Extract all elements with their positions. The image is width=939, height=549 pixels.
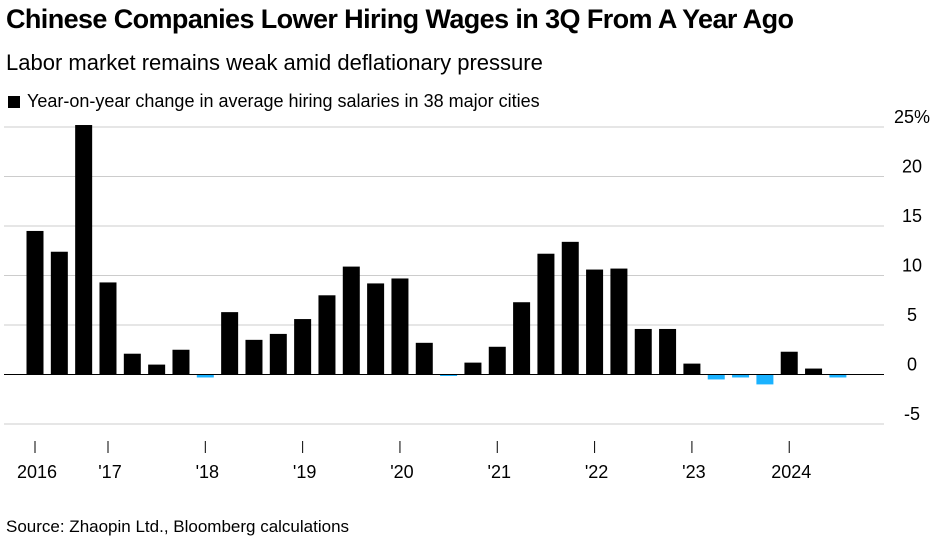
- y-tick-label: 0: [907, 355, 917, 375]
- bar: [464, 362, 482, 375]
- y-tick-label: 10: [902, 256, 922, 276]
- bar: [440, 374, 458, 376]
- x-tick-label: '22: [585, 462, 608, 482]
- bar: [683, 363, 701, 375]
- bar: [318, 295, 336, 375]
- bar: [488, 346, 506, 375]
- legend-label: Year-on-year change in average hiring sa…: [27, 91, 540, 111]
- bar: [756, 374, 774, 385]
- x-tick-label: '17: [98, 462, 121, 482]
- bar: [634, 328, 652, 375]
- y-tick-label: -5: [904, 404, 920, 424]
- bar: [707, 374, 725, 380]
- y-tick-label: 15: [902, 206, 922, 226]
- bar: [269, 333, 287, 375]
- bar: [123, 353, 141, 375]
- chart-title: Chinese Companies Lower Hiring Wages in …: [6, 4, 794, 34]
- bar: [367, 283, 385, 375]
- x-tick-label: '21: [488, 462, 511, 482]
- x-tick-label: 2024: [771, 462, 811, 482]
- bar: [513, 302, 531, 375]
- bar: [245, 339, 263, 375]
- bar: [805, 368, 823, 375]
- bar: [221, 312, 239, 375]
- legend: Year-on-year change in average hiring sa…: [8, 91, 540, 112]
- bar: [196, 374, 214, 378]
- y-tick-label: 5: [907, 305, 917, 325]
- y-tick-label: 20: [902, 157, 922, 177]
- bar: [172, 349, 190, 375]
- bar: [26, 230, 44, 375]
- bar: [391, 278, 409, 375]
- bar: [50, 251, 68, 375]
- bar: [294, 319, 312, 375]
- source-note: Source: Zhaopin Ltd., Bloomberg calculat…: [6, 517, 350, 536]
- bar: [537, 253, 555, 375]
- x-tick-label: '20: [390, 462, 413, 482]
- bar: [342, 266, 360, 375]
- x-tick-label: 2016: [17, 462, 57, 482]
- x-tick-label: '23: [682, 462, 705, 482]
- bar: [732, 374, 750, 378]
- x-tick-label: '18: [196, 462, 219, 482]
- bar: [75, 125, 93, 375]
- bar: [148, 364, 166, 375]
- bar: [561, 241, 579, 375]
- y-tick-label: 25%: [894, 107, 930, 127]
- chart-subtitle: Labor market remains weak amid deflation…: [6, 50, 543, 75]
- bar: [415, 342, 433, 375]
- bar: [829, 374, 847, 378]
- legend-swatch: [8, 95, 20, 108]
- bar: [586, 269, 604, 375]
- bar: [99, 282, 117, 375]
- x-tick-label: '19: [293, 462, 316, 482]
- bar: [780, 351, 798, 375]
- bar: [610, 268, 628, 375]
- bar: [659, 328, 677, 375]
